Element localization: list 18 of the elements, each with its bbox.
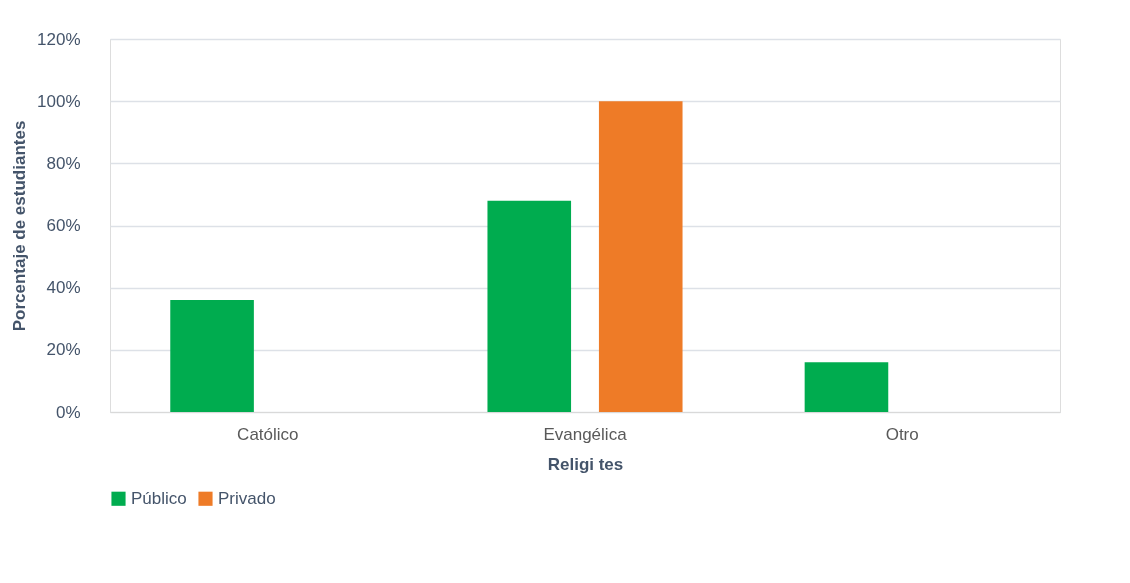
bar (487, 200, 572, 412)
y-tick-label: 60% (46, 216, 81, 235)
y-tick-label: 100% (37, 91, 81, 111)
x-tick-label: Otro (885, 424, 919, 444)
bar (598, 101, 683, 412)
y-tick-label: 40% (46, 278, 81, 298)
y-tick-label: 80% (46, 153, 81, 173)
x-tick-label: Evangélica (543, 424, 628, 444)
y-tick-label: 120% (37, 29, 81, 49)
y-tick-label: 0% (55, 402, 81, 422)
legend-label: Público (131, 488, 187, 508)
x-tick-label: Católico (237, 424, 299, 444)
bar (804, 362, 889, 412)
bar (170, 300, 254, 412)
y-axis-title: Porcentaje de estudiantes (10, 120, 30, 332)
legend-label: Privado (218, 488, 276, 508)
y-tick-label: 20% (46, 340, 81, 360)
x-axis-title: Religi tes (547, 454, 624, 474)
